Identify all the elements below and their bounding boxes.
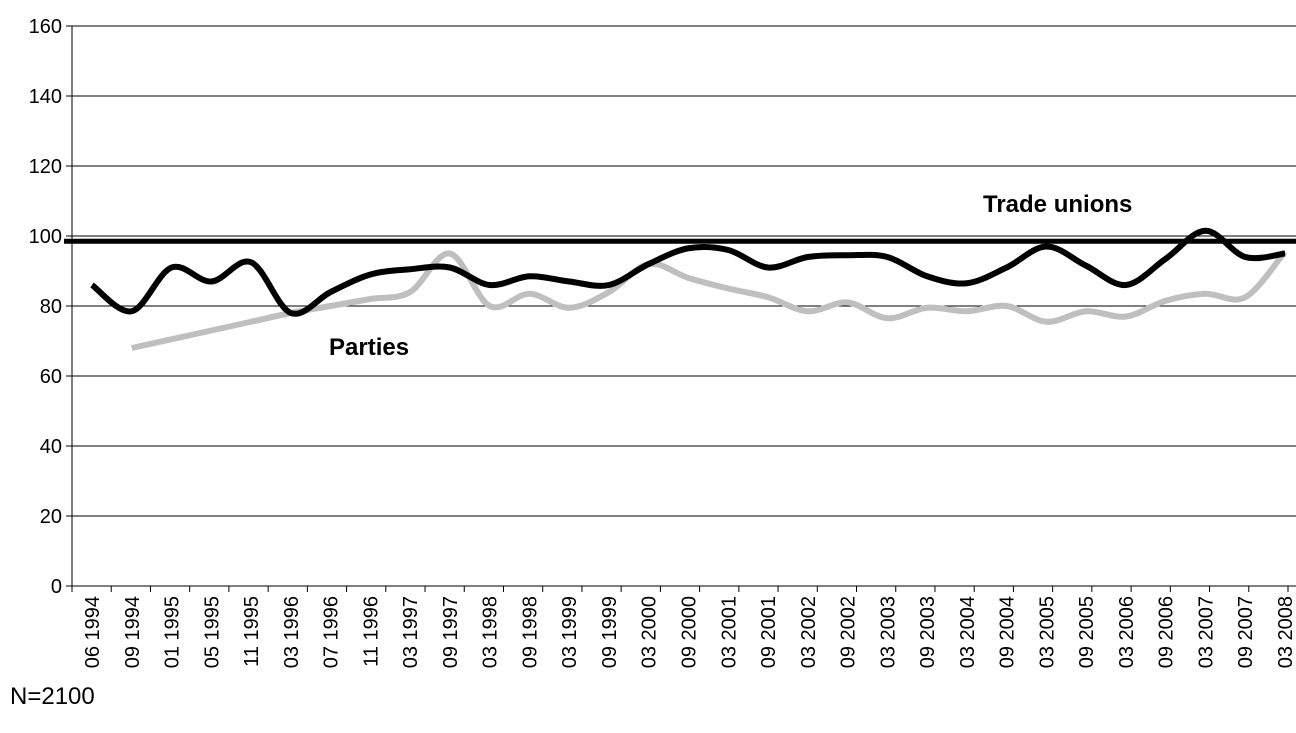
x-tick-label: 05 1995: [201, 596, 223, 668]
x-tick-label: 09 1994: [122, 596, 144, 668]
x-tick-label: 09 2005: [1076, 596, 1098, 668]
sample-size-note: N=2100: [10, 683, 95, 710]
x-tick-label: 09 2001: [758, 596, 780, 668]
gridlines: [72, 25, 1296, 517]
x-tick-label: 09 1997: [440, 596, 462, 668]
x-tick-label: 09 2004: [997, 596, 1019, 668]
x-tick-label: 01 1995: [162, 596, 184, 668]
x-tick-label: 09 1999: [599, 596, 621, 668]
x-tick-label: 09 2000: [679, 596, 701, 668]
y-tick-label: 20: [40, 506, 62, 528]
x-tick-label: 03 2005: [1036, 596, 1058, 668]
y-tick-label: 140: [29, 86, 62, 108]
x-tick-label: 03 2008: [1275, 596, 1296, 668]
y-tick-label: 120: [29, 156, 62, 178]
y-tick-label: 60: [40, 366, 62, 388]
x-axis-ticks: 06 1994 09 1994 01 1995 05 1995 11 1995 03 19…: [71, 586, 1296, 668]
parties-label: Parties: [329, 334, 409, 361]
x-tick-label: 03 2000: [639, 596, 661, 668]
x-tick-label: 09 1998: [519, 596, 541, 668]
x-tick-label: 09 2003: [917, 596, 939, 668]
x-tick-label: 09 2006: [1156, 596, 1178, 668]
y-tick-label: 80: [40, 296, 62, 318]
x-tick-label: 03 1998: [480, 596, 502, 668]
y-tick-label: 0: [51, 576, 62, 598]
x-tick-label: 09 2002: [838, 596, 860, 668]
x-tick-label: 03 2001: [718, 596, 740, 668]
x-tick-label: 11 1996: [360, 596, 382, 667]
x-tick-label: 07 1996: [321, 596, 343, 668]
parties-line: [131, 249, 1288, 351]
y-tick-label: 100: [29, 226, 62, 248]
x-tick-label: 11 1995: [241, 596, 263, 667]
x-tick-label: 03 1999: [559, 596, 581, 668]
x-tick-label: 03 1997: [400, 596, 422, 668]
x-tick-label: 09 2007: [1235, 596, 1257, 668]
x-tick-label: 03 2002: [798, 596, 820, 668]
x-tick-label: 03 2006: [1116, 596, 1138, 668]
trade-unions-label: Trade unions: [983, 191, 1132, 218]
series-group: [64, 227, 1296, 351]
y-tick-label: 40: [40, 436, 62, 458]
y-tick-label: 160: [29, 16, 62, 38]
x-tick-label: 03 2003: [877, 596, 899, 668]
x-tick-label: 03 1996: [281, 596, 303, 668]
x-tick-label: 03 2007: [1195, 596, 1217, 668]
x-tick-label: 06 1994: [82, 596, 104, 668]
trade-unions-line: [90, 227, 1286, 317]
y-axis-ticks: 0 20 40 60 80 100 120 140 160: [29, 16, 72, 598]
x-tick-label: 03 2004: [957, 596, 979, 668]
